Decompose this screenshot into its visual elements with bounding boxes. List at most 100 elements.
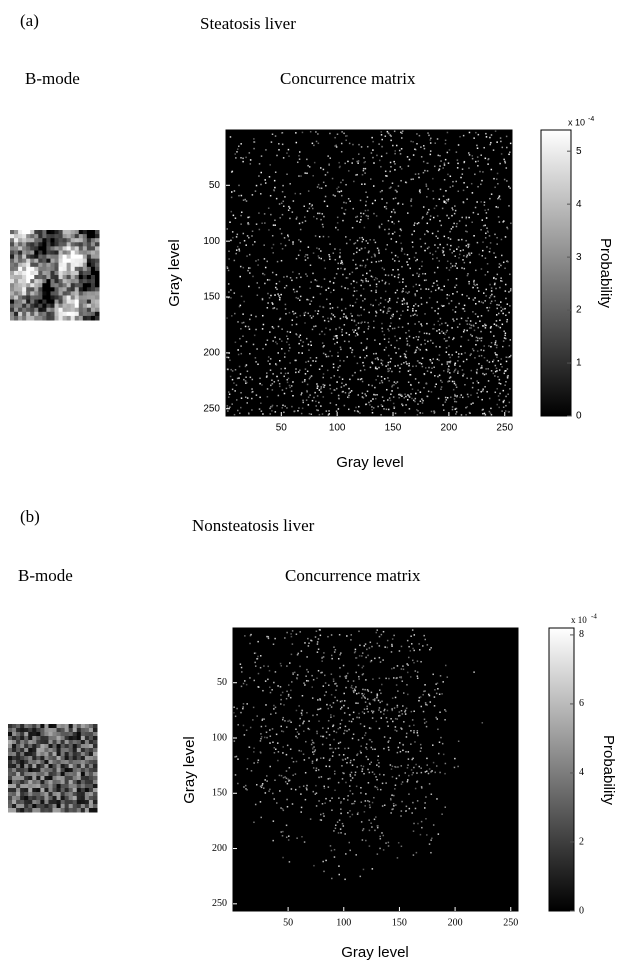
matrix-texture [345, 687, 347, 689]
b-mode-pixel [79, 287, 84, 292]
matrix-texture [493, 373, 495, 375]
matrix-texture [313, 746, 315, 748]
b-mode-pixel [44, 744, 49, 749]
matrix-texture [269, 297, 271, 299]
b-mode-pixel [12, 724, 17, 729]
b-mode-pixel [36, 760, 41, 765]
matrix-texture [445, 143, 447, 145]
b-mode-pixel [55, 263, 60, 268]
b-mode-pixel [69, 724, 74, 729]
matrix-texture [413, 400, 415, 402]
matrix-texture [432, 744, 434, 746]
b-mode-pixel [34, 308, 39, 313]
matrix-texture [294, 672, 296, 674]
matrix-texture [415, 670, 417, 672]
matrix-texture [386, 175, 388, 177]
matrix-texture [412, 388, 414, 390]
matrix-texture [296, 324, 298, 326]
matrix-texture [374, 200, 376, 202]
b-mode-pixel [67, 275, 72, 280]
matrix-texture [412, 308, 414, 310]
matrix-texture [329, 766, 331, 768]
matrix-texture [489, 198, 491, 200]
matrix-texture [333, 830, 335, 832]
matrix-texture [270, 295, 272, 297]
matrix-texture [387, 710, 389, 712]
matrix-texture [344, 748, 346, 750]
matrix-texture [307, 165, 309, 167]
matrix-texture [361, 146, 363, 148]
matrix-texture [424, 170, 426, 172]
b-mode-pixel [73, 744, 78, 749]
matrix-texture [480, 349, 482, 351]
matrix-texture [331, 748, 333, 750]
matrix-texture [318, 184, 320, 186]
b-mode-pixel [77, 804, 82, 809]
matrix-texture [272, 840, 274, 842]
matrix-texture [302, 132, 304, 134]
matrix-texture [489, 307, 491, 309]
matrix-texture [344, 730, 346, 732]
matrix-texture [395, 804, 397, 806]
matrix-texture [350, 775, 352, 777]
matrix-texture [230, 376, 232, 378]
matrix-texture [292, 319, 294, 321]
matrix-texture [375, 299, 377, 301]
matrix-texture [357, 240, 359, 242]
matrix-texture [466, 245, 468, 247]
b-mode-pixel [26, 267, 31, 272]
matrix-texture [488, 310, 490, 312]
matrix-texture [476, 337, 478, 339]
b-mode-pixel [12, 740, 17, 745]
matrix-texture [438, 753, 440, 755]
b-mode-pixel [61, 808, 66, 813]
matrix-texture [237, 410, 239, 412]
matrix-texture [362, 260, 364, 262]
b-mode-pixel [42, 267, 47, 272]
matrix-texture [424, 684, 426, 686]
matrix-texture [386, 312, 388, 314]
matrix-texture [419, 362, 421, 364]
matrix-texture [447, 261, 449, 263]
matrix-texture [449, 269, 451, 271]
matrix-texture [277, 293, 279, 295]
matrix-texture [251, 398, 253, 400]
matrix-texture [380, 359, 382, 361]
b-mode-pixel [36, 792, 41, 797]
matrix-texture [416, 290, 418, 292]
b-mode-pixel [69, 732, 74, 737]
b-mode-pixel [69, 780, 74, 785]
matrix-texture [243, 379, 245, 381]
matrix-texture [289, 239, 291, 241]
matrix-texture [319, 698, 321, 700]
matrix-texture [242, 161, 244, 163]
matrix-texture [437, 231, 439, 233]
matrix-texture [340, 347, 342, 349]
b-mode-pixel [85, 788, 90, 793]
matrix-texture [279, 338, 281, 340]
matrix-texture [256, 348, 258, 350]
matrix-texture [404, 353, 406, 355]
matrix-texture [401, 668, 403, 670]
b-mode-pixel [44, 736, 49, 741]
matrix-texture [468, 283, 470, 285]
matrix-texture [298, 653, 300, 655]
matrix-texture [400, 677, 402, 679]
matrix-texture [438, 833, 440, 835]
matrix-texture [425, 273, 427, 275]
matrix-texture [392, 766, 394, 768]
matrix-texture [448, 366, 450, 368]
matrix-texture [357, 753, 359, 755]
matrix-texture [487, 368, 489, 370]
matrix-texture [481, 340, 483, 342]
matrix-texture [329, 329, 331, 331]
x-tick-label: 250 [496, 423, 513, 434]
matrix-title: Concurrence matrix [285, 566, 421, 585]
b-mode-pixel [46, 295, 51, 300]
matrix-texture [475, 161, 477, 163]
matrix-texture [255, 665, 257, 667]
matrix-texture [266, 775, 268, 777]
matrix-texture [448, 295, 450, 297]
matrix-texture [334, 771, 336, 773]
matrix-texture [289, 720, 291, 722]
